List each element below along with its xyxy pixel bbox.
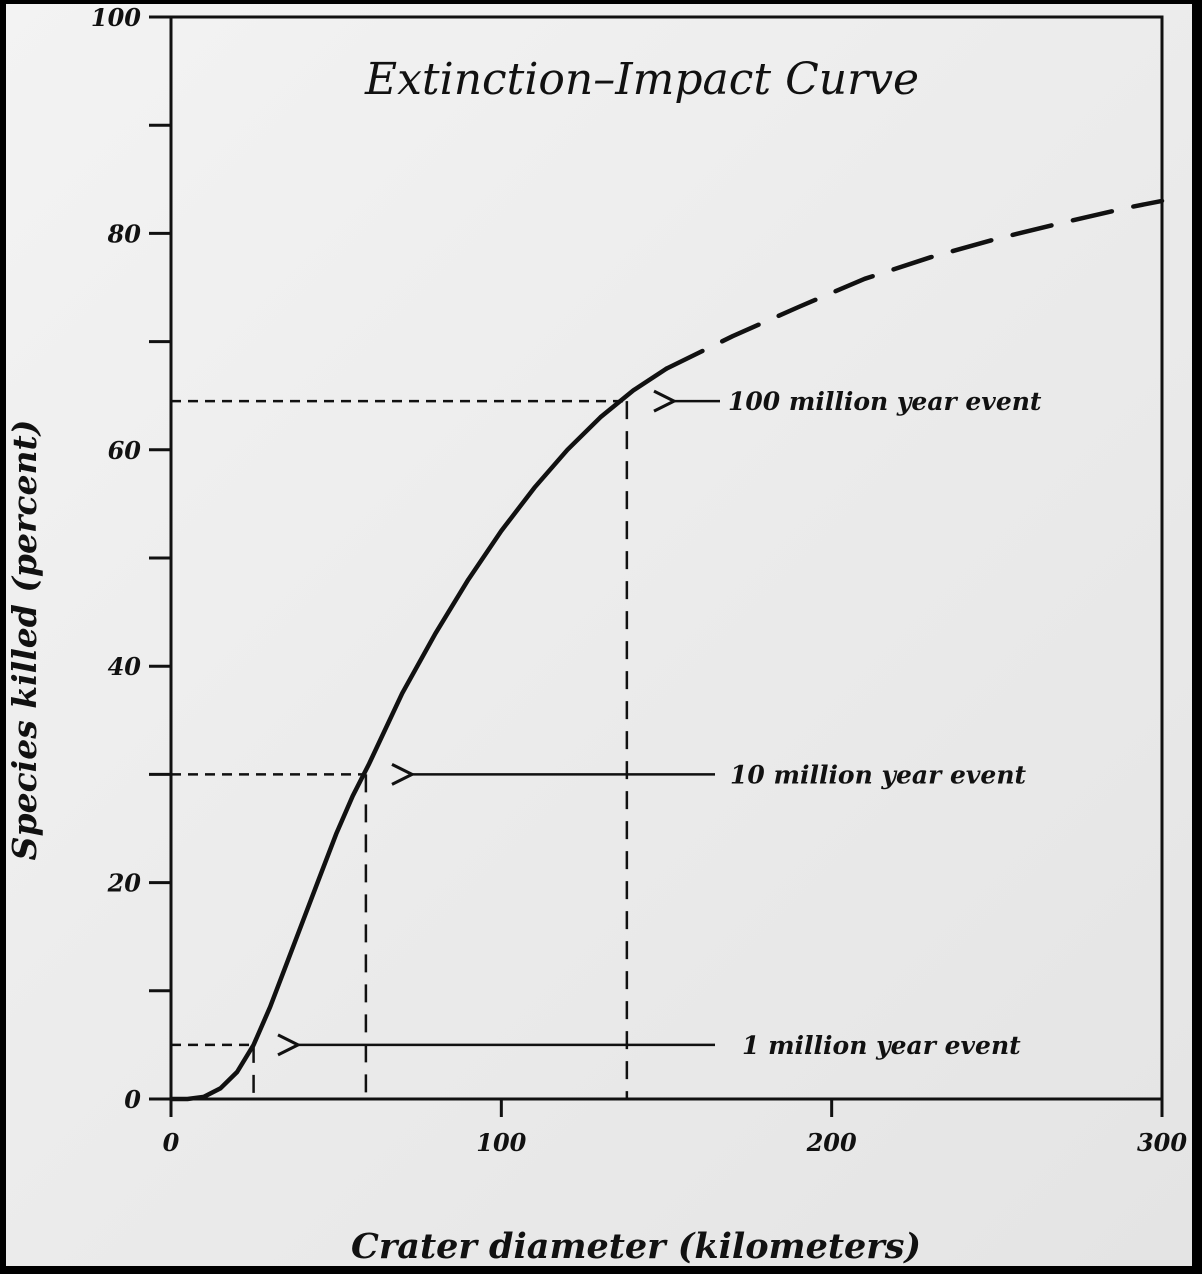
x-axis-label: Crater diameter (kilometers) <box>351 1226 921 1267</box>
plot-area-border <box>169 15 1164 1101</box>
annotation-label: 10 million year event <box>730 760 1027 789</box>
y-tick-label: 0 <box>124 1085 141 1114</box>
y-tick-label: 60 <box>108 436 142 465</box>
y-axis-label: Species killed (percent) <box>5 420 44 861</box>
annotation-group: 1 million year event 10 million year even… <box>298 387 1042 1060</box>
x-tick-label: 300 <box>1137 1128 1187 1157</box>
y-tick-label: 40 <box>108 652 142 681</box>
chart-title: Extinction–Impact Curve <box>364 54 919 105</box>
curve-group <box>168 198 1165 1102</box>
y-tick-label: 80 <box>107 219 142 248</box>
x-tick-label: 100 <box>476 1128 526 1157</box>
x-tick-label: 0 <box>163 1128 180 1157</box>
curve-solid <box>168 366 669 1102</box>
reference-lines <box>171 399 629 1099</box>
chart-paper <box>6 4 1192 1266</box>
y-axis-ticks: 0 20 40 60 80 100 <box>91 3 171 1114</box>
y-tick-label: 20 <box>107 869 142 898</box>
x-axis-ticks: 0 100 200 300 <box>163 1099 1187 1157</box>
y-tick-label: 100 <box>91 3 141 32</box>
curve-extrapolated-dashed <box>664 198 1165 371</box>
annotation-label: 100 million year event <box>728 387 1042 416</box>
x-tick-label: 200 <box>806 1128 857 1157</box>
annotation-label: 1 million year event <box>742 1031 1021 1060</box>
